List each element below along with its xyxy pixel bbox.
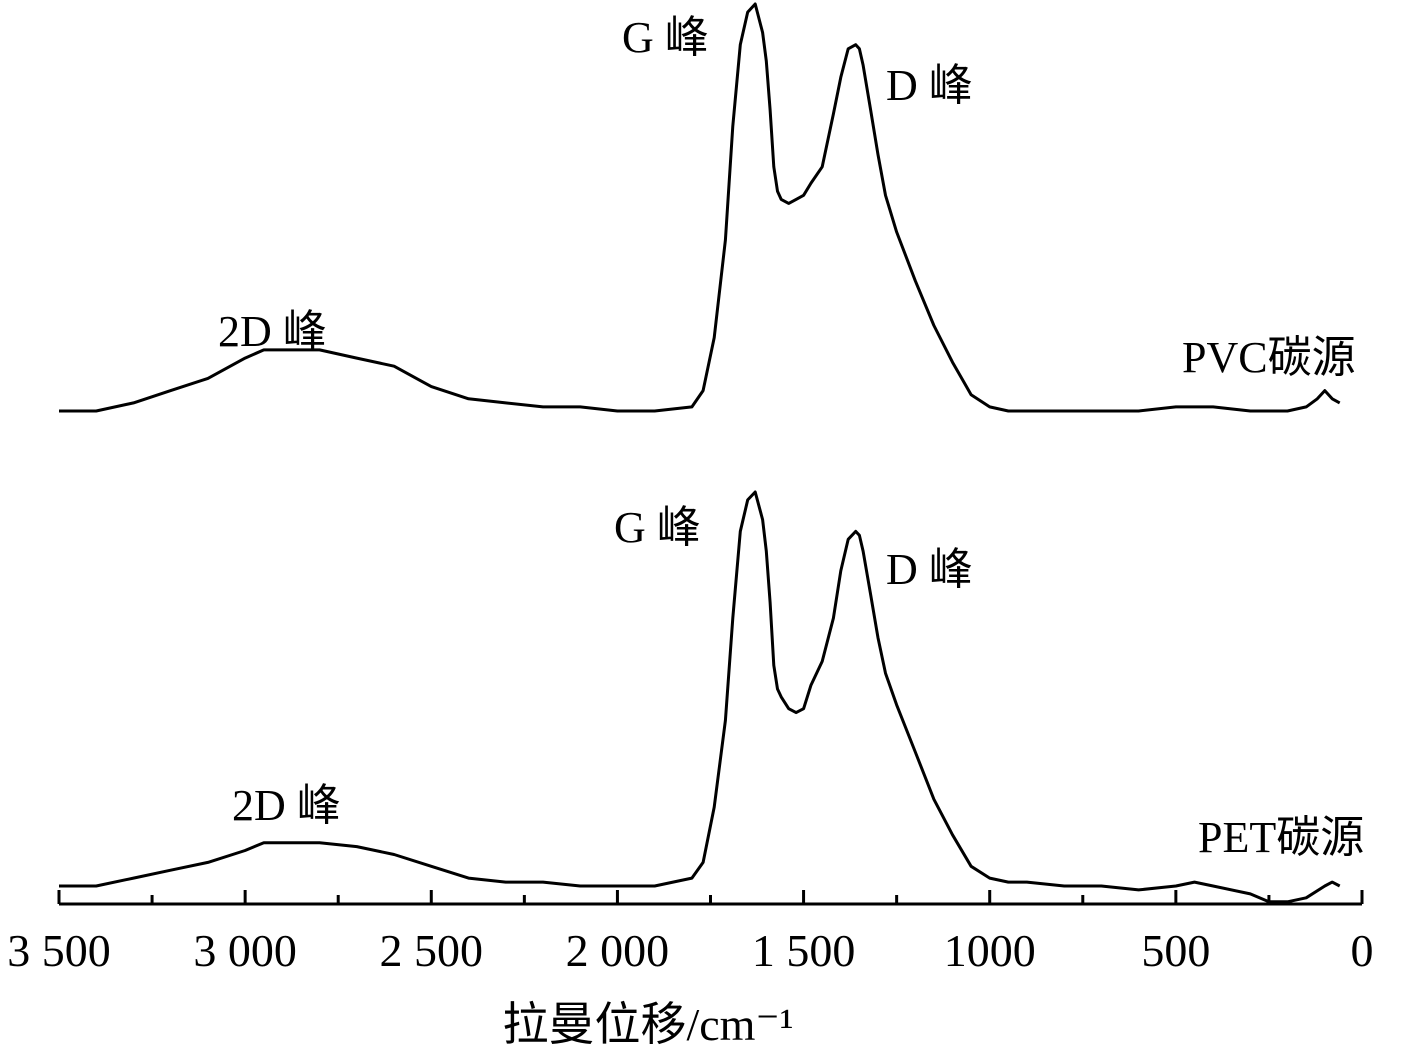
x-tick-label: 1000 <box>944 925 1036 976</box>
annotation-2d-peak-pvc: 2D 峰 <box>218 307 327 356</box>
x-tick-label: 500 <box>1141 925 1210 976</box>
series-line-pet <box>59 490 1341 904</box>
x-axis-label: 拉曼位移/cm⁻¹ <box>502 999 793 1050</box>
series-line-pvc <box>59 2 1341 413</box>
x-axis-tick-labels: 3 500 3 000 2 500 2 000 1 500 1000 500 0 <box>7 925 1373 976</box>
x-tick-label: 0 <box>1351 925 1374 976</box>
series-label-pvc: PVC碳源 <box>1182 333 1356 382</box>
x-tick-label: 3 500 <box>7 925 111 976</box>
annotation-g-peak-pet: G 峰 <box>614 503 701 552</box>
annotation-2d-peak-pet: 2D 峰 <box>232 781 341 830</box>
x-tick-label: 1 500 <box>752 925 856 976</box>
annotation-g-peak-pvc: G 峰 <box>622 13 709 62</box>
x-axis-ticks <box>57 890 1364 904</box>
x-tick-label: 2 000 <box>566 925 670 976</box>
annotation-d-peak-pet: D 峰 <box>886 545 973 594</box>
annotation-d-peak-pvc: D 峰 <box>886 61 973 110</box>
series-label-pet: PET碳源 <box>1198 813 1364 862</box>
x-tick-label: 2 500 <box>380 925 484 976</box>
x-tick-label: 3 000 <box>193 925 297 976</box>
